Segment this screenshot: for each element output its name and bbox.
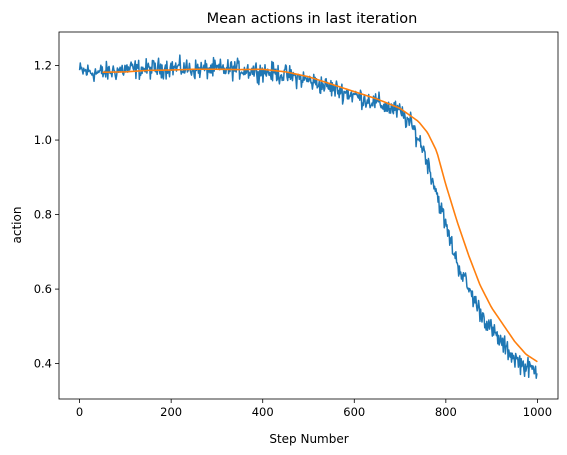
chart-title: Mean actions in last iteration [207, 11, 418, 27]
x-axis-label: Step Number [269, 432, 348, 446]
plot-frame [58, 31, 559, 400]
y-tick-label: 1.2 [34, 59, 52, 73]
y-tick-label: 1.0 [34, 133, 52, 147]
x-tick-label: 800 [435, 405, 457, 419]
series-line-1 [78, 54, 538, 379]
series-line-2 [102, 68, 538, 363]
x-tick-label: 400 [252, 405, 274, 419]
x-tick-label: 600 [343, 405, 365, 419]
x-tick-label: 1000 [523, 405, 552, 419]
y-axis-label: action [10, 207, 24, 244]
y-tick-label: 0.4 [34, 357, 52, 371]
plot-area: 0 200 400 600 800 1000 0.4 0.6 0.8 1.0 1.2 [34, 54, 552, 419]
y-tick-label: 0.6 [34, 282, 52, 296]
x-tick-label: 200 [160, 405, 182, 419]
y-tick-label: 0.8 [34, 208, 52, 222]
x-tick-label: 0 [76, 405, 83, 419]
